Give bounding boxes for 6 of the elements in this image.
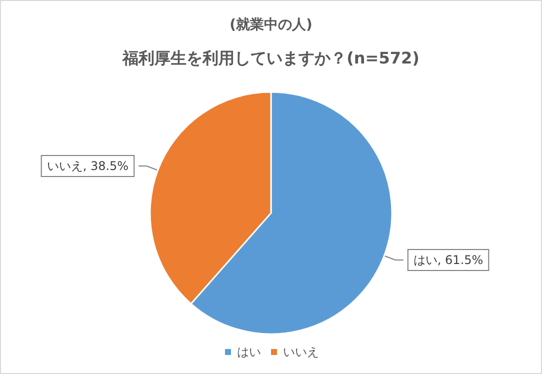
data-label: いいえ, 38.5% [46,158,129,173]
legend-label: いいえ [283,345,319,359]
data-label: はい, 61.5% [413,253,484,268]
legend-label: はい [237,345,261,359]
chart-subtitle: (就業中の人) [230,17,312,33]
chart-title: 福利厚生を利用していますか？(n=572) [122,48,420,68]
